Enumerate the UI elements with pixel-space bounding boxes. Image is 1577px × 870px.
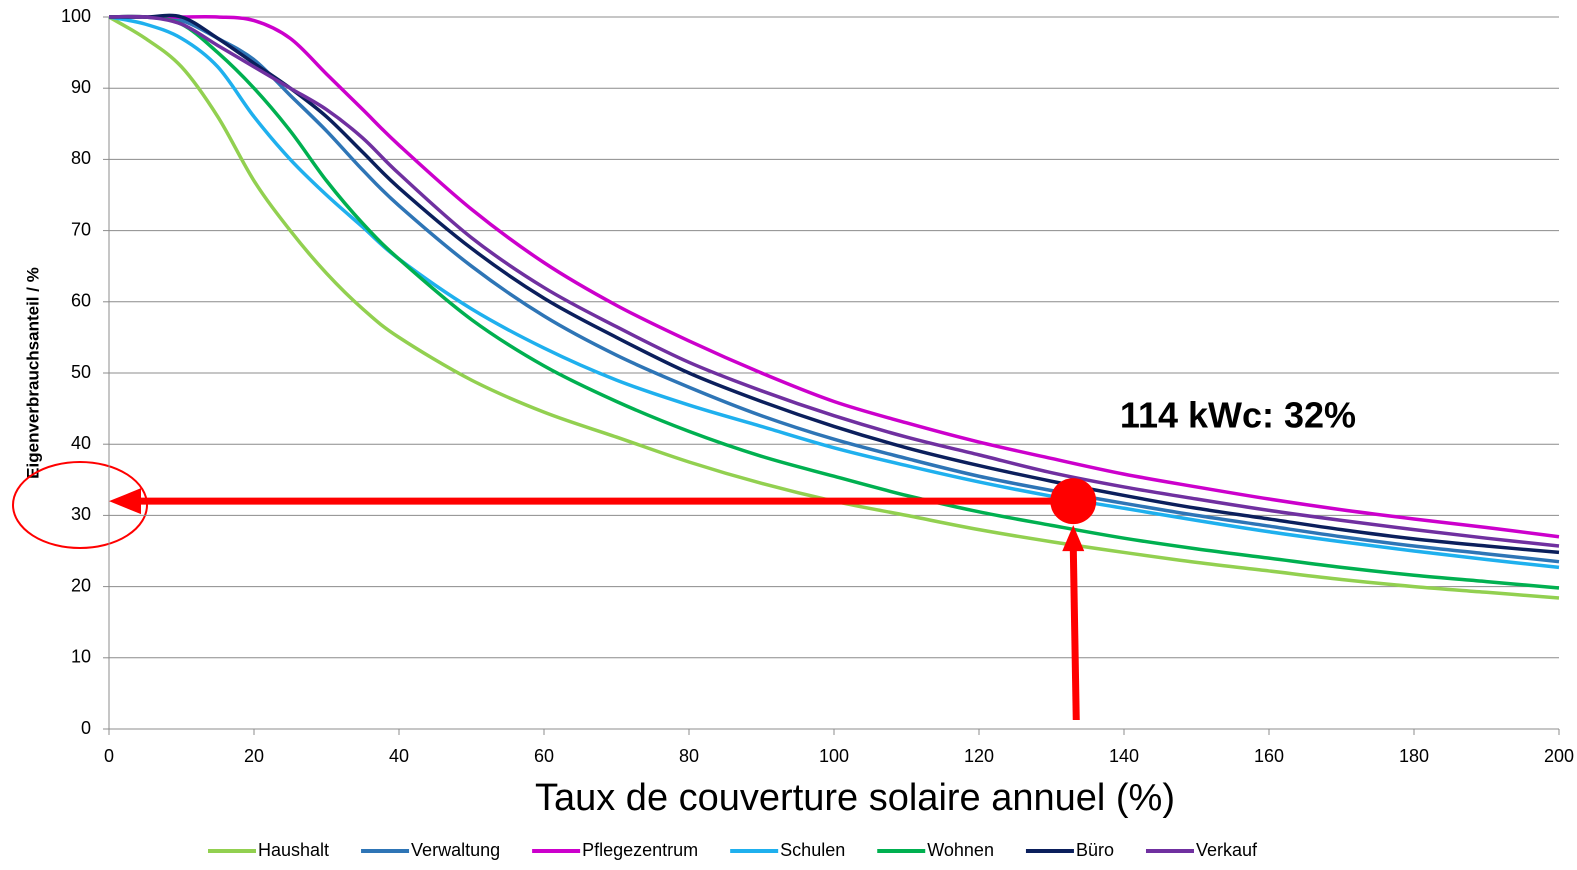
series-line — [108, 14, 1560, 548]
y-tick-label: 70 — [71, 219, 91, 239]
legend-label: Haushalt — [258, 840, 329, 860]
annotation: 114 kWc: 32% — [1120, 395, 1356, 436]
y-tick-label: 80 — [71, 148, 91, 168]
arrow-vertical — [1069, 546, 1080, 721]
highlight-ellipse — [12, 461, 148, 549]
y-tick-label: 0 — [81, 718, 91, 738]
legend-label: Verkauf — [1196, 840, 1258, 860]
marker-point — [1050, 478, 1097, 525]
series-line — [109, 14, 1560, 539]
x-tick-label: 200 — [1544, 746, 1574, 766]
y-tick-label: 20 — [71, 575, 91, 595]
x-tick-label: 180 — [1399, 746, 1429, 766]
x-tick-label: 0 — [104, 746, 114, 766]
series-line — [108, 14, 1560, 564]
y-tick-label: 100 — [61, 6, 91, 26]
x-tick-label: 40 — [389, 746, 409, 766]
y-axis-label: Eigenverbrauchsanteil / % — [23, 267, 42, 479]
x-tick-label: 60 — [534, 746, 554, 766]
x-tick-label: 20 — [244, 746, 264, 766]
y-tick-label: 50 — [71, 362, 91, 382]
y-tick-label: 40 — [71, 433, 91, 453]
legend-label: Pflegezentrum — [582, 840, 698, 860]
y-tick-label: 60 — [71, 291, 91, 311]
series-line — [108, 14, 1560, 590]
series-line — [108, 15, 1560, 600]
x-tick-label: 80 — [679, 746, 699, 766]
series-line — [109, 13, 1560, 555]
arrow-head — [109, 488, 141, 515]
legend-label: Wohnen — [927, 840, 994, 860]
y-tick-label: 90 — [71, 77, 91, 97]
arrow-head — [1062, 525, 1085, 552]
x-axis-label: Taux de couverture solaire annuel (%) — [535, 777, 1175, 819]
y-tick-label: 10 — [71, 647, 91, 667]
legend-label: Verwaltung — [411, 840, 500, 860]
x-tick-label: 100 — [819, 746, 849, 766]
x-tick-label: 140 — [1109, 746, 1139, 766]
series-line — [108, 15, 1560, 570]
y-tick-label: 30 — [71, 504, 91, 524]
x-tick-label: 120 — [964, 746, 994, 766]
x-tick-label: 160 — [1254, 746, 1284, 766]
legend-label: Schulen — [780, 840, 845, 860]
legend-label: Büro — [1076, 840, 1114, 860]
